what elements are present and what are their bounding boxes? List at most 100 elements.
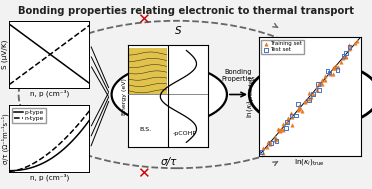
Circle shape [112, 65, 227, 124]
Text: -pCOHP: -pCOHP [172, 131, 196, 136]
Training set [260, 147, 266, 150]
Training set [302, 100, 308, 103]
Text: Bonding properties relating electronic to thermal transport: Bonding properties relating electronic t… [18, 6, 354, 16]
Training set [316, 81, 322, 84]
Text: B.S.: B.S. [140, 127, 152, 132]
Training set [295, 108, 301, 112]
Y-axis label: ln($\kappa_l$)$_\mathrm{predicted}$: ln($\kappa_l$)$_\mathrm{predicted}$ [246, 75, 257, 118]
Training set [330, 67, 336, 70]
Test set [324, 69, 330, 72]
Training set [272, 135, 278, 138]
n-type [87, 110, 92, 112]
Training set [319, 79, 325, 82]
Text: ✕: ✕ [137, 12, 150, 27]
Test set [289, 114, 295, 117]
Line: p-type: p-type [9, 120, 89, 171]
Text: σ/τ: σ/τ [161, 157, 177, 167]
n-type [7, 170, 12, 172]
Training set [267, 140, 273, 143]
Training set [265, 140, 271, 143]
Training set [332, 66, 338, 69]
Training set [310, 93, 315, 96]
Training set [306, 97, 312, 100]
p-type [55, 153, 59, 156]
Test set [268, 142, 274, 145]
n-type [83, 115, 87, 117]
Test set [334, 68, 340, 71]
Test set [343, 52, 349, 55]
Test set [259, 150, 264, 153]
Training set [272, 139, 278, 142]
Training set [319, 83, 325, 86]
Y-axis label: σ/τ (Ω⁻¹m⁻¹s⁻¹): σ/τ (Ω⁻¹m⁻¹s⁻¹) [2, 113, 9, 164]
Training set [285, 116, 291, 119]
Legend: p-type, n-type: p-type, n-type [12, 108, 46, 123]
Test set [293, 114, 299, 117]
n-type [81, 118, 85, 120]
Test set [340, 55, 346, 58]
Test set [346, 46, 352, 49]
Test set [273, 139, 279, 142]
Training set [321, 75, 327, 78]
Training set [307, 91, 312, 94]
Training set [330, 72, 336, 75]
Training set [333, 65, 339, 68]
p-type [22, 168, 27, 170]
Y-axis label: Energy (eV): Energy (eV) [122, 78, 127, 115]
n-type [55, 145, 59, 147]
Text: Bonding
Properties: Bonding Properties [221, 69, 255, 82]
Training set [277, 130, 283, 133]
Training set [289, 123, 295, 126]
Training set [280, 123, 286, 126]
Training set [273, 138, 279, 141]
Test set [315, 82, 321, 85]
Training set [346, 43, 352, 46]
p-type [26, 167, 30, 170]
Text: ✕: ✕ [137, 166, 150, 181]
Training set [342, 54, 348, 57]
Training set [308, 95, 314, 98]
Legend: Training set, Test set: Training set, Test set [261, 40, 304, 54]
Test set [327, 71, 333, 74]
Training set [343, 55, 349, 58]
Test set [295, 103, 301, 106]
Text: S: S [175, 26, 182, 36]
p-type [87, 119, 92, 122]
Training set [276, 129, 282, 132]
Line: n-type: n-type [9, 111, 89, 171]
X-axis label: n, p (cm⁻³): n, p (cm⁻³) [30, 89, 69, 97]
Test set [310, 92, 316, 95]
Training set [347, 47, 353, 50]
Training set [340, 57, 346, 60]
p-type [81, 128, 85, 130]
Training set [275, 128, 281, 131]
n-type [48, 151, 53, 153]
p-type [7, 170, 12, 172]
Training set [337, 60, 343, 63]
Training set [264, 146, 270, 149]
X-axis label: n, p (cm⁻³): n, p (cm⁻³) [30, 173, 69, 181]
Bar [128, 48, 167, 94]
Training set [327, 73, 333, 76]
Training set [278, 128, 283, 131]
Training set [299, 109, 305, 112]
Training set [289, 116, 295, 119]
n-type [22, 167, 27, 169]
Training set [355, 40, 360, 43]
Training set [314, 85, 320, 88]
Y-axis label: S (μV/K): S (μV/K) [1, 40, 8, 69]
Training set [352, 42, 358, 45]
Test set [316, 89, 322, 92]
Training set [267, 142, 273, 145]
Training set [331, 66, 337, 69]
p-type [83, 125, 87, 127]
Training set [335, 66, 341, 69]
Training set [284, 121, 290, 124]
p-type [48, 158, 53, 160]
Training set [296, 105, 302, 108]
Training set [302, 101, 308, 104]
Training set [280, 128, 286, 131]
X-axis label: ln($\kappa_l$)$_\mathrm{true}$: ln($\kappa_l$)$_\mathrm{true}$ [294, 157, 325, 167]
Training set [297, 107, 303, 110]
Test set [283, 127, 289, 130]
